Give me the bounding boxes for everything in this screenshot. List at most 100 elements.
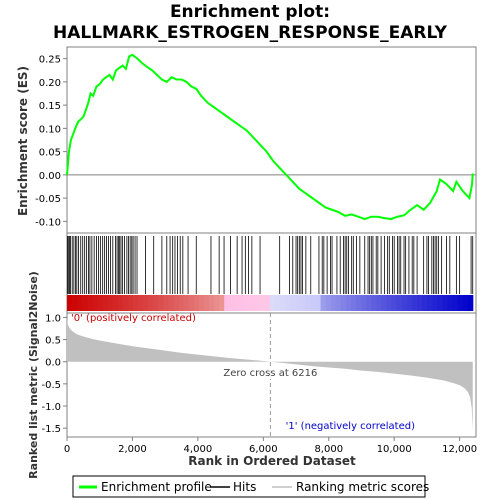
rank-y-tick-label: -0.5 [41,380,61,391]
zero-cross-label-bg [224,367,317,379]
color-bar-segment [274,295,281,311]
color-bar-segment [77,295,83,311]
color-bar-segment [442,295,448,311]
rank-x-tick-label: 6,000 [249,444,278,455]
color-bar-segment [224,295,230,311]
legend-enrichment-label: Enrichment profile [101,480,212,494]
color-bar-segment [209,295,215,311]
color-bar-segment [173,295,180,311]
color-bar-segment [320,295,327,311]
color-bar-segment [305,295,312,311]
color-bar-segment [97,295,104,311]
es-y-tick-label: -0.10 [35,217,61,228]
color-bar-segment [325,295,332,311]
color-bar-segment [153,295,159,311]
color-bar-segment [87,295,93,311]
legend-ranking-label: Ranking metric scores [296,480,429,494]
color-bar-segment [203,295,210,311]
rank-x-tick-label: 10,000 [377,444,412,455]
es-y-axis-label: Enrichment score (ES) [16,66,30,216]
legend-hits-label: Hits [233,480,256,494]
color-bar-segment [229,295,235,311]
rank-y-tick-label: 0.0 [45,358,61,369]
color-bar-segment [285,295,291,311]
rank-x-axis-label: Rank in Ordered Dataset [188,454,356,468]
zero-cross-label: Zero cross at 6216 [223,368,317,379]
es-panel: 0.25 0.20 0.15 0.10 0.05 0.00 -0.05 -0.10 Enric… [16,46,477,234]
color-bar-segment [234,295,241,311]
color-bar-segment [386,295,393,311]
color-bar-segment [188,295,195,311]
color-bar-segment [259,295,266,311]
color-bar-segment [249,295,256,311]
color-bar-segment [198,295,205,311]
rank-x-tick-label: 4,000 [184,444,213,455]
negative-correlation-label: '1' (negatively correlated) [286,421,415,432]
color-bar-segment [107,295,114,311]
rank-x-tick-label: 8,000 [314,444,343,455]
color-bar-segment [290,295,296,311]
color-bar-segment [269,295,276,311]
color-bar-segment [244,295,251,311]
es-y-tick-label: -0.05 [35,194,61,205]
color-bar-segment [416,295,423,311]
color-bar-segment [351,295,357,311]
color-bar-segment [376,295,383,311]
color-bar-segment [381,295,388,311]
color-bar-segment [315,295,322,311]
legend: Enrichment profile Hits Ranking metric s… [72,475,429,498]
color-bar-segment [92,295,99,311]
hits-panel [66,232,477,314]
positive-correlation-label: '0' (positively correlated) [71,313,196,324]
rank-color-bar [67,295,474,311]
es-y-tick-label: 0.20 [39,78,61,89]
es-y-ticks: 0.25 0.20 0.15 0.10 0.05 0.00 -0.05 -0.10 [35,55,67,228]
color-bar-segment [462,295,469,311]
es-panel-frame [66,46,477,234]
rank-panel: Zero cross at 6216 '0' (positively corre… [27,271,477,479]
color-bar-segment [193,295,200,311]
color-bar-segment [411,295,418,311]
color-bar-segment [183,295,190,311]
color-bar-segment [422,295,428,311]
color-bar-segment [102,295,109,311]
color-bar-segment [72,295,78,311]
rank-y-tick-label: -1.5 [41,424,61,435]
color-bar-segment [310,295,317,311]
color-bar-segment [143,295,149,311]
color-bar-segment [112,295,119,311]
enrichment-profile-line [66,53,474,221]
color-bar-segment [437,295,443,311]
color-bar-segment [340,295,347,311]
es-y-tick-label: 0.10 [39,124,61,135]
color-bar-segment [280,295,286,311]
es-y-tick-label: 0.05 [39,148,61,159]
color-bar-segment [295,295,301,311]
chart-title-line2: HALLMARK_ESTROGEN_RESPONSE_EARLY [53,23,448,43]
color-bar-segment [361,295,367,311]
color-bar-segment [427,295,433,311]
rank-y-tick-label: 0.5 [45,336,61,347]
color-bar-segment [67,295,73,311]
color-bar-segment [432,295,438,311]
es-y-tick-label: 0.25 [39,55,61,66]
color-bar-segment [396,295,403,311]
color-bar-segment [117,295,124,311]
color-bar-segment [467,295,474,311]
color-bar-segment [457,295,464,311]
color-bar-segment [401,295,408,311]
color-bar-segment [148,295,154,311]
hit-lines [67,236,474,294]
color-bar-segment [406,295,413,311]
color-bar-segment [356,295,362,311]
chart-title-line1: Enrichment plot: [170,2,330,22]
color-bar-segment [254,295,261,311]
color-bar-segment [239,295,246,311]
color-bar-segment [345,295,352,311]
color-bar-segment [163,295,170,311]
color-bar-segment [214,295,220,311]
color-bar-segment [168,295,175,311]
color-bar-segment [219,295,225,311]
color-bar-segment [391,295,398,311]
